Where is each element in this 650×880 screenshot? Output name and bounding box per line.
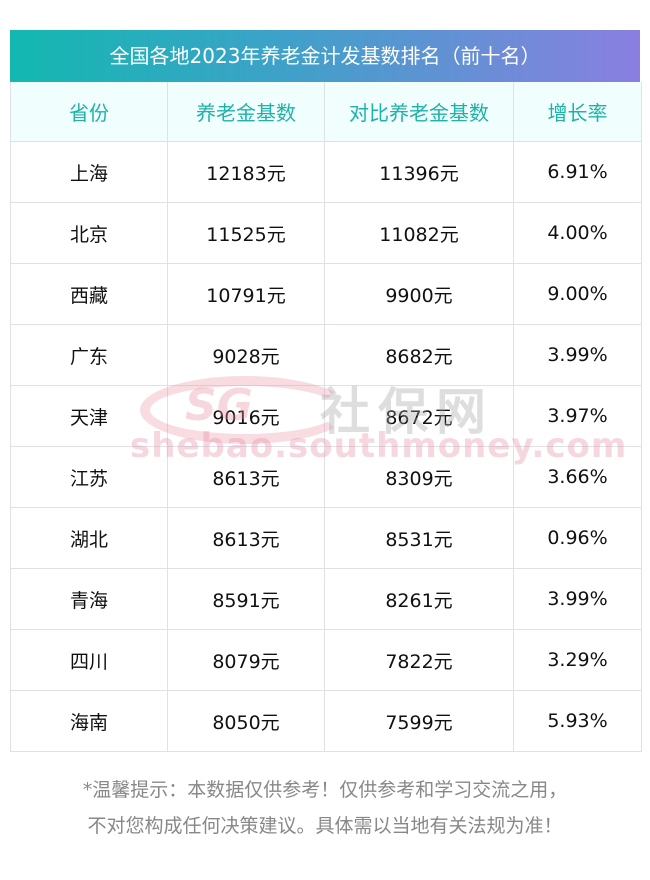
cell-compare-base: 7599元 [324,690,514,752]
table-row: 江苏 8613元 8309元 3.66% [10,446,642,508]
cell-growth: 4.00% [513,202,642,264]
header-base: 养老金基数 [167,82,325,142]
cell-compare-base: 8672元 [324,385,514,447]
cell-base: 10791元 [167,263,325,325]
cell-province: 北京 [10,202,168,264]
cell-compare-base: 9900元 [324,263,514,325]
header-province: 省份 [10,82,168,142]
cell-base: 8591元 [167,568,325,630]
cell-base: 8050元 [167,690,325,752]
cell-province: 四川 [10,629,168,691]
cell-compare-base: 8261元 [324,568,514,630]
cell-growth: 3.29% [513,629,642,691]
table-row: 上海 12183元 11396元 6.91% [10,141,642,203]
cell-province: 广东 [10,324,168,386]
cell-base: 9028元 [167,324,325,386]
cell-compare-base: 8682元 [324,324,514,386]
cell-base: 8613元 [167,507,325,569]
table-row: 北京 11525元 11082元 4.00% [10,202,642,264]
cell-base: 8079元 [167,629,325,691]
table-row: 西藏 10791元 9900元 9.00% [10,263,642,325]
cell-base: 12183元 [167,141,325,203]
cell-growth: 3.97% [513,385,642,447]
header-row: 省份 养老金基数 对比养老金基数 增长率 [10,82,642,142]
table-row: 天津 9016元 8672元 3.97% [10,385,642,447]
cell-province: 天津 [10,385,168,447]
cell-growth: 3.66% [513,446,642,508]
header-compare-base: 对比养老金基数 [324,82,514,142]
cell-growth: 3.99% [513,568,642,630]
cell-province: 上海 [10,141,168,203]
table-row: 广东 9028元 8682元 3.99% [10,324,642,386]
pension-table-card: 全国各地2023年养老金计发基数排名（前十名） 省份 养老金基数 对比养老金基数… [10,30,642,752]
cell-compare-base: 11396元 [324,141,514,203]
cell-province: 青海 [10,568,168,630]
cell-growth: 0.96% [513,507,642,569]
cell-compare-base: 8309元 [324,446,514,508]
table-row: 湖北 8613元 8531元 0.96% [10,507,642,569]
footnote-line: *温馨提示：本数据仅供参考！仅供参考和学习交流之用， [82,779,568,801]
table-row: 四川 8079元 7822元 3.29% [10,629,642,691]
cell-province: 江苏 [10,446,168,508]
cell-growth: 5.93% [513,690,642,752]
cell-growth: 6.91% [513,141,642,203]
table-row: 海南 8050元 7599元 5.93% [10,690,642,752]
cell-growth: 9.00% [513,263,642,325]
cell-province: 湖北 [10,507,168,569]
footnote-line: 不对您构成任何决策建议。具体需以当地有关法规为准！ [87,815,563,837]
cell-province: 海南 [10,690,168,752]
cell-base: 9016元 [167,385,325,447]
cell-base: 11525元 [167,202,325,264]
cell-province: 西藏 [10,263,168,325]
cell-base: 8613元 [167,446,325,508]
header-growth: 增长率 [513,82,642,142]
cell-compare-base: 11082元 [324,202,514,264]
cell-growth: 3.99% [513,324,642,386]
table-title: 全国各地2023年养老金计发基数排名（前十名） [10,30,640,82]
cell-compare-base: 8531元 [324,507,514,569]
footnote: *温馨提示：本数据仅供参考！仅供参考和学习交流之用， 不对您构成任何决策建议。具… [0,772,650,844]
table-row: 青海 8591元 8261元 3.99% [10,568,642,630]
pension-table: 省份 养老金基数 对比养老金基数 增长率 上海 12183元 11396元 6.91%… [10,82,642,752]
cell-compare-base: 7822元 [324,629,514,691]
